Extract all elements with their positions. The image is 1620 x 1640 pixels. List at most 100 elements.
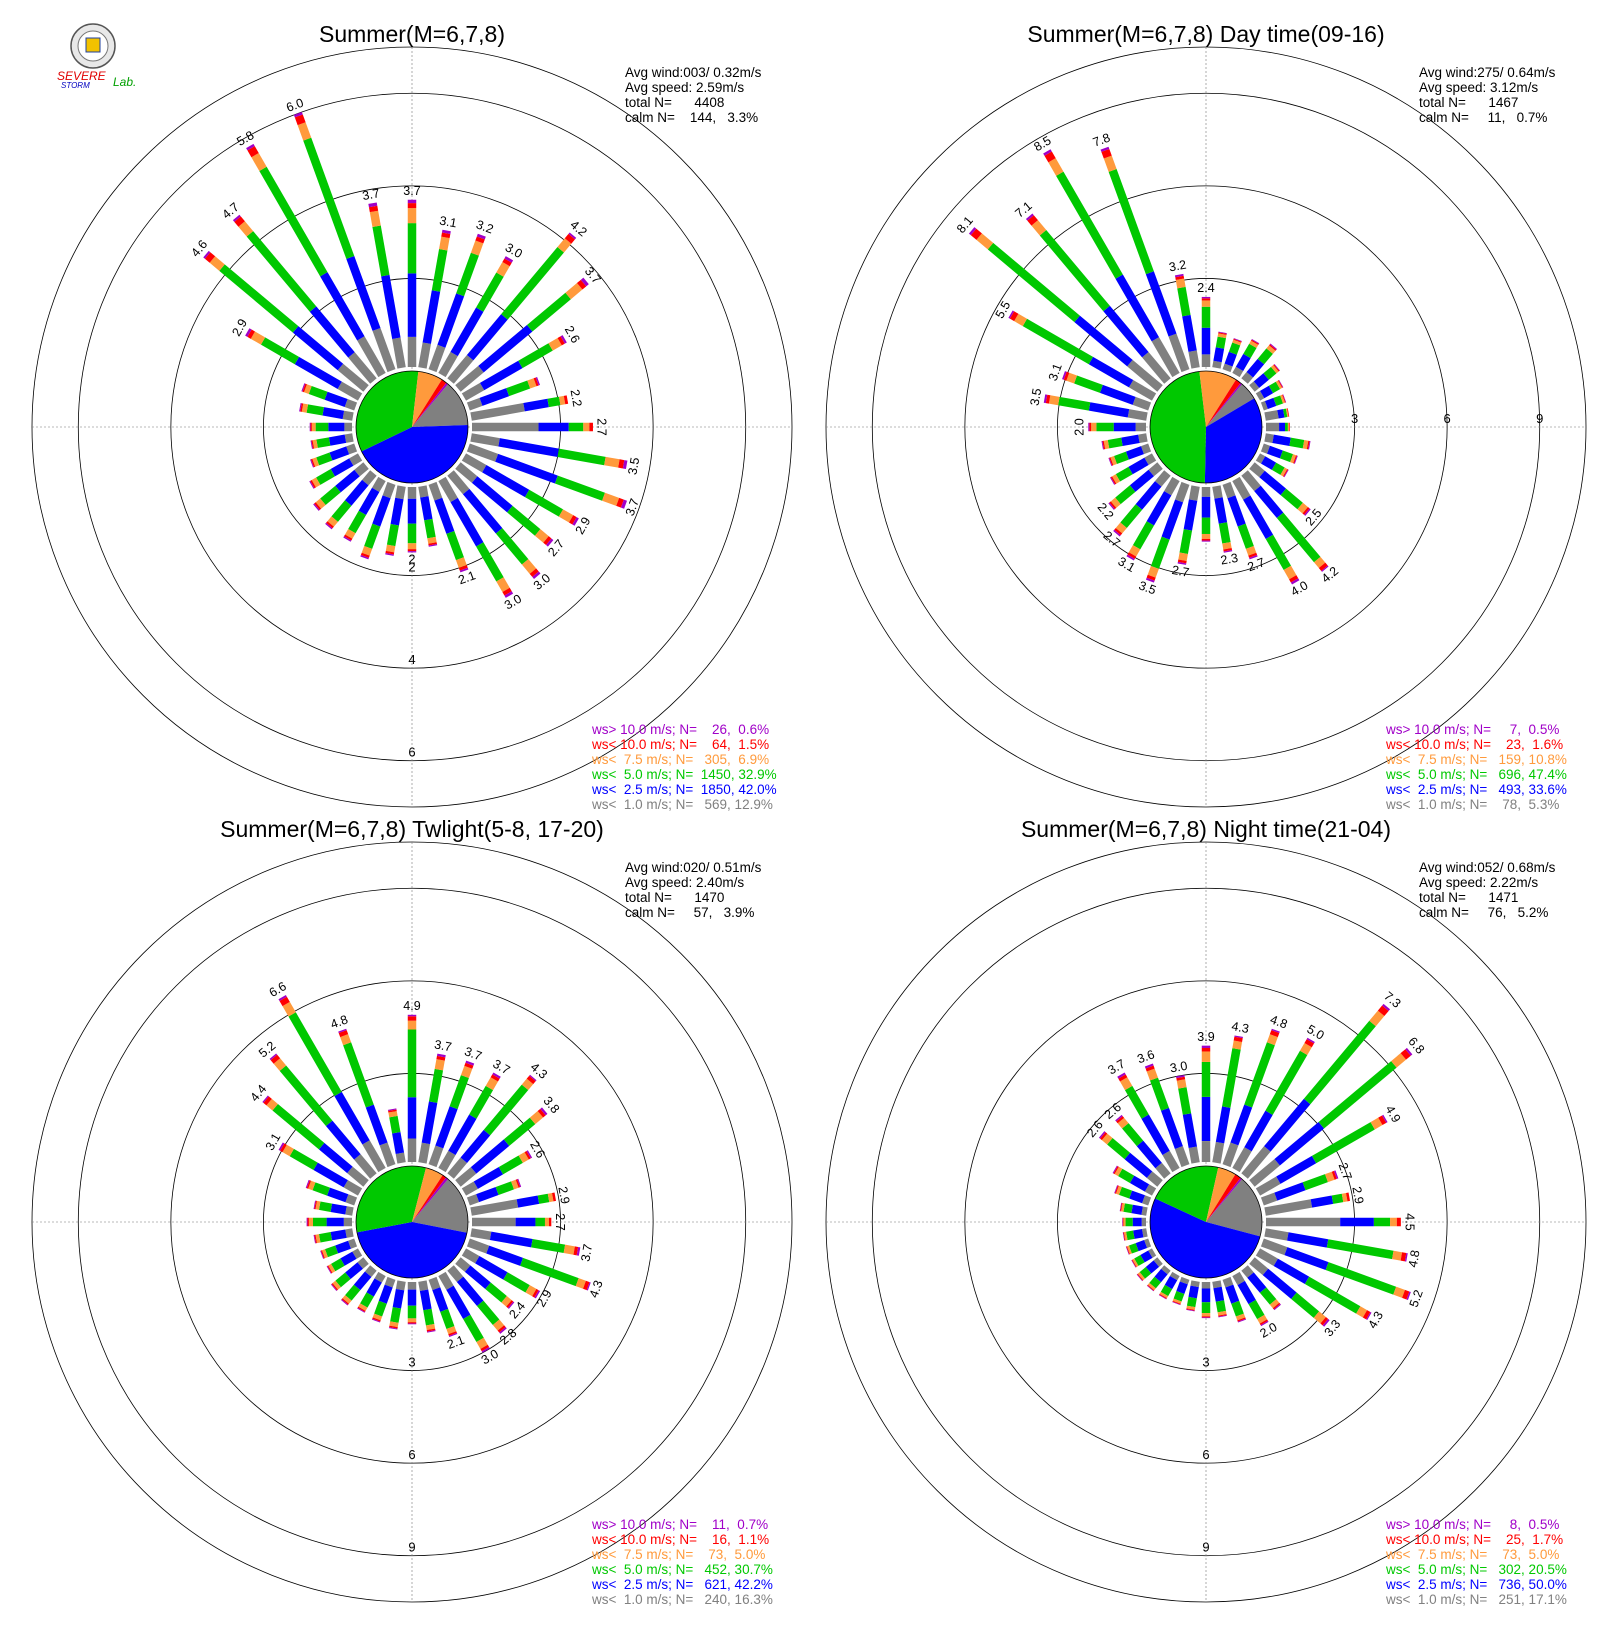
bar-segment [345,1206,354,1216]
bar-segment [345,1262,363,1280]
legend-entry: ws< 1.0 m/s; N= 240, 16.3% [591,1592,773,1607]
bar-segment [495,1181,514,1196]
legend-entry: ws< 7.5 m/s; N= 305, 6.9% [591,752,769,767]
bar-segment [1129,1175,1150,1192]
legend-entry: ws< 7.5 m/s; N= 73, 5.0% [591,1547,765,1562]
bar-segment [266,1098,278,1111]
bar-segment [1098,1131,1106,1139]
pie-slice [1155,1166,1219,1222]
bar-segment [1217,1310,1227,1316]
bar-segment [1062,371,1067,380]
bar-segment [219,264,299,333]
bar-segment [481,1347,490,1353]
wind-rose-panel-3: 4.93.7 3.73.7 4.33.82.62.92.73.74.32.92.42… [31,816,793,1607]
bar-segment [280,1143,287,1153]
bar-segment [618,459,625,469]
bar-segment [564,233,575,244]
bar-segment [470,1228,492,1241]
bar-segment [1162,1150,1180,1173]
bar-segment [331,500,352,522]
direction-bar [1222,1276,1247,1323]
bar-segment [527,378,537,389]
bar-segment [540,1107,548,1116]
bar-segment [344,433,354,443]
bar-segment [440,1308,455,1329]
bar-segment [447,354,474,384]
bar-segment [1341,1192,1348,1203]
bar-segment [438,1271,454,1290]
bar-segment [1325,1262,1397,1295]
bar-segment [1146,1171,1163,1187]
bar-segment [499,1327,507,1334]
bar-value-label: 3.1 [1046,362,1065,383]
stat-line: Avg wind:052/ 0.68m/s [1419,860,1556,875]
bar-segment [1260,443,1270,454]
bar-segment [357,1306,366,1312]
bar-segment [1147,565,1159,578]
bar-segment [1231,1300,1244,1317]
bar-segment [1142,1195,1152,1206]
bar-segment [365,1104,388,1146]
bar-segment [343,1180,363,1196]
bar-segment [420,496,433,521]
bar-segment [1176,1281,1188,1294]
logo-emblem [85,37,101,53]
bar-segment [1182,1113,1197,1148]
bar-segment [1232,366,1244,378]
direction-bar [1114,1185,1152,1206]
ring-label: 6 [408,745,415,760]
bar-segment [529,1074,537,1082]
pie-slice [1150,1198,1261,1279]
direction-bar: 3.7 [466,443,642,518]
bar-segment [330,458,354,477]
bar-segment [1303,1020,1376,1105]
direction-bar [299,403,354,421]
direction-bar: 3.6 [1135,1047,1190,1168]
bar-segment [330,1283,338,1292]
bar-segment [316,437,331,448]
bar-segment [316,452,333,466]
bar-segment [485,1077,499,1091]
bar-value-label: 3.5 [625,456,642,476]
bar-segment [461,1248,480,1264]
bar-segment [1045,394,1051,404]
bar-segment [1391,1053,1407,1068]
direction-bar [1136,1257,1163,1282]
direction-bar [1172,1276,1190,1306]
direction-bar: 2.7 [1222,481,1267,574]
bar-segment [557,238,572,253]
bar-segment [1188,485,1200,501]
bar-segment [1241,372,1254,384]
bar-segment [1145,1260,1160,1274]
bar-segment [1138,433,1148,444]
bar-segment [565,283,583,300]
direction-bar [360,481,396,560]
bar-segment [1146,574,1156,581]
bar-segment [1273,364,1280,372]
direction-bar: 2.7 [1101,470,1171,550]
bar-segment [1393,1286,1405,1298]
bar-segment [1318,1061,1397,1129]
bar-segment [421,1101,438,1145]
stat-line: calm N= 144, 3.3% [625,110,758,125]
direction-bar: 3.0 [438,240,525,378]
legend-entry: ws< 2.5 m/s; N= 1850, 42.0% [591,782,777,797]
bar-segment [1145,1065,1155,1072]
direction-bar: 2.6 [461,1139,548,1196]
bar-segment [1215,336,1226,349]
bar-segment [1141,1206,1148,1216]
bar-segment [1264,1228,1289,1241]
direction-bar [310,433,354,449]
direction-bar: 4.5 [1266,1213,1417,1231]
bar-segment [1066,372,1078,384]
bar-segment [1237,523,1254,549]
bar-segment [501,247,564,320]
bar-segment [507,505,541,536]
bar-value-label: 2.7 [595,418,609,435]
legend-entry: ws< 2.5 m/s; N= 621, 42.2% [591,1577,773,1592]
bar-segment [1140,1250,1153,1263]
panel-title: Summer(M=6,7,8) Night time(21-04) [1021,816,1391,842]
bar-segment [446,1285,471,1320]
legend-entry: ws< 10.0 m/s; N= 64, 1.5% [591,737,769,752]
bar-segment [1113,1166,1119,1175]
